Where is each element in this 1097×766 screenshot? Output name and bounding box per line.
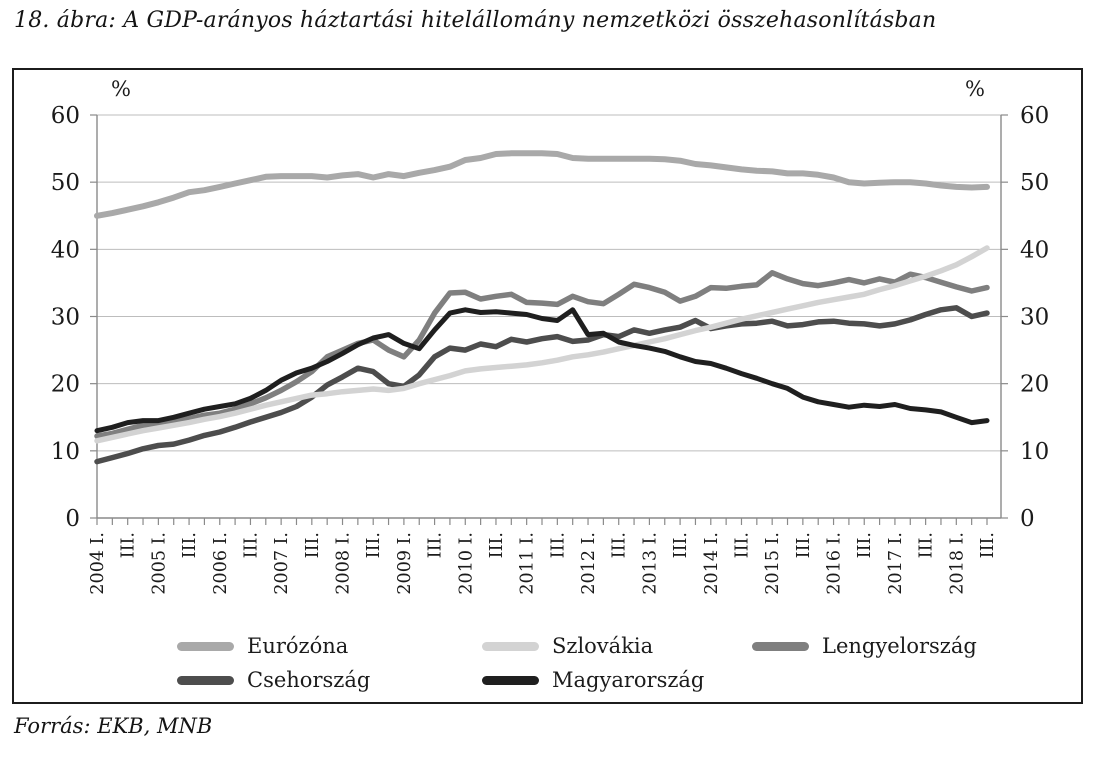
legend-swatch — [177, 641, 234, 651]
legend-item-magyarország: Magyarország — [482, 668, 704, 692]
y-tick-label-right: 30 — [1020, 305, 1049, 331]
x-tick-label: III. — [426, 532, 446, 558]
x-tick-label: 2004 I. — [88, 532, 108, 595]
x-axis-labels: 2004 I. III. 2005 I. III. 2006 I. III. 2007 I.… — [88, 532, 998, 595]
x-tick-label: 2011 I. — [518, 532, 538, 595]
y-tick-label-left: 50 — [51, 170, 80, 196]
y-tick-label-left: 30 — [51, 305, 80, 331]
x-tick-label: 2013 I. — [640, 532, 660, 595]
legend-item-eurózóna: Eurózóna — [177, 634, 348, 658]
x-tick-label: III. — [364, 532, 384, 558]
legend-swatch — [482, 675, 539, 685]
x-tick-label: 2015 I. — [763, 532, 783, 595]
x-tick-label: 2012 I. — [579, 532, 599, 595]
y-tick-label-right: 40 — [1020, 237, 1049, 263]
legend-swatch — [482, 641, 539, 651]
x-tick-label: III. — [855, 532, 875, 558]
y-axis-labels: 0 0 10 10 20 20 30 30 40 40 50 50 60 60 — [51, 103, 1050, 532]
x-tick-label: III. — [303, 532, 323, 558]
y-tick-label-right: 10 — [1020, 439, 1049, 465]
y-tick-label-right: 20 — [1020, 372, 1049, 398]
x-tick-label: III. — [917, 532, 937, 558]
series-line-magyarország — [94, 307, 990, 434]
legend-label: Szlovákia — [552, 634, 654, 658]
legend-item-lengyelország: Lengyelország — [752, 634, 977, 658]
x-tick-label: III. — [548, 532, 568, 558]
x-tick-label: 2008 I. — [334, 532, 354, 595]
x-tick-label: III. — [487, 532, 507, 558]
x-tick-label: III. — [241, 532, 261, 558]
y-tick-label-right: 0 — [1020, 506, 1035, 532]
x-tick-label: 2005 I. — [149, 532, 169, 595]
x-tick-label: 2009 I. — [395, 532, 415, 595]
x-tick-label: III. — [610, 532, 630, 558]
x-tick-label: III. — [732, 532, 752, 558]
x-tick-label: III. — [119, 532, 139, 558]
x-tick-label: 2014 I. — [702, 532, 722, 595]
series-line-lengyelország — [94, 270, 990, 439]
x-tick-label: 2010 I. — [456, 532, 476, 595]
x-tick-label: 2018 I. — [947, 532, 967, 595]
series-line-eurózóna — [94, 150, 990, 219]
series-lines — [94, 150, 990, 465]
x-tick-label: 2006 I. — [211, 532, 231, 595]
axes — [90, 114, 1008, 525]
y-tick-label-right: 60 — [1020, 103, 1049, 129]
figure-title: 18. ábra: A GDP-arányos háztartási hitel… — [14, 8, 937, 33]
x-tick-label: 2017 I. — [886, 532, 906, 595]
x-tick-label: III. — [794, 532, 814, 558]
series-line-szlovákia — [94, 245, 990, 444]
legend-item-csehország: Csehország — [177, 668, 370, 692]
x-tick-label: III. — [978, 532, 998, 558]
x-tick-label: 2007 I. — [272, 532, 292, 595]
series-line-csehország — [94, 305, 990, 465]
y-tick-label-left: 40 — [51, 237, 80, 263]
legend-swatch — [752, 641, 809, 651]
x-tick-label: 2016 I. — [825, 532, 845, 595]
y-tick-label-left: 0 — [65, 506, 80, 532]
y-unit-right: % — [965, 77, 985, 101]
y-tick-label-left: 20 — [51, 372, 80, 398]
legend-item-szlovákia: Szlovákia — [482, 634, 653, 658]
y-unit-left: % — [111, 77, 131, 101]
legend-swatch — [177, 675, 234, 685]
x-tick-label: III. — [180, 532, 200, 558]
source-note: Forrás: EKB, MNB — [14, 714, 213, 738]
y-tick-label-right: 50 — [1020, 170, 1049, 196]
legend-label: Lengyelország — [822, 634, 977, 658]
legend-label: Eurózóna — [247, 634, 349, 658]
chart-frame: 0 0 10 10 20 20 30 30 40 40 50 50 60 60%% 2004 I. III. 2… — [12, 68, 1083, 704]
legend-label: Csehország — [247, 668, 371, 692]
y-tick-label-left: 10 — [51, 439, 80, 465]
y-tick-label-left: 60 — [51, 103, 80, 129]
legend-label: Magyarország — [552, 668, 705, 692]
x-tick-label: III. — [671, 532, 691, 558]
